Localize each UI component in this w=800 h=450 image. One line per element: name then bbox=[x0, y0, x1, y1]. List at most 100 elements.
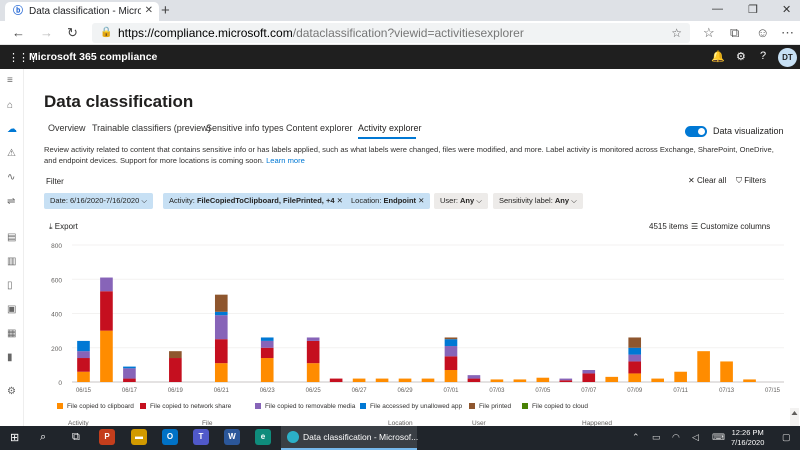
file-explorer-icon[interactable]: ▬ bbox=[131, 429, 147, 445]
notifications-center-icon[interactable]: ▢ bbox=[782, 432, 791, 442]
bar-segment bbox=[100, 291, 113, 331]
settings-icon[interactable]: ⚙ bbox=[736, 51, 746, 63]
close-icon[interactable]: ✕ bbox=[418, 196, 425, 205]
data-classification-icon[interactable]: ☁ bbox=[7, 124, 17, 135]
customize-columns-button[interactable]: ☰ Customize columns bbox=[691, 222, 770, 231]
column-header-user[interactable]: User bbox=[472, 420, 486, 427]
taskbar-clock[interactable]: 12:26 PM 7/16/2020 bbox=[731, 428, 764, 448]
maximize-icon[interactable]: ❐ bbox=[748, 4, 758, 16]
close-icon[interactable]: ✕ bbox=[336, 196, 343, 205]
minimize-icon[interactable]: — bbox=[712, 3, 723, 15]
back-icon[interactable]: ← bbox=[12, 25, 25, 40]
legend-item[interactable]: File copied to clipboard bbox=[57, 403, 134, 410]
file-icon[interactable]: ▯ bbox=[7, 280, 13, 291]
records-icon[interactable]: ▣ bbox=[7, 304, 17, 315]
browser-tab[interactable]: ⓑ Data classification - Microsoft 36 ✕ bbox=[5, 2, 159, 21]
legend-item[interactable]: File accessed by unallowed app bbox=[360, 403, 462, 410]
column-header-location[interactable]: Location bbox=[388, 420, 413, 427]
bar-segment bbox=[444, 339, 458, 347]
bar-segment bbox=[260, 358, 274, 382]
policies-icon[interactable]: ⇌ bbox=[7, 196, 16, 207]
bar-segment bbox=[260, 347, 274, 359]
legend-label: File copied to cloud bbox=[532, 403, 589, 410]
learn-more-link[interactable]: Learn more bbox=[266, 155, 305, 165]
x-tick-label: 06/29 bbox=[398, 388, 414, 394]
page-description: Review activity related to content that … bbox=[44, 145, 779, 166]
tray-chevron-icon[interactable]: ⌃ bbox=[632, 432, 640, 442]
network-icon[interactable]: ▭ bbox=[652, 432, 661, 442]
settings-nav-icon[interactable]: ⚙ bbox=[7, 386, 16, 397]
bar-segment bbox=[214, 315, 228, 340]
forward-icon[interactable]: → bbox=[40, 25, 53, 40]
bar-segment bbox=[100, 330, 113, 382]
close-tab-icon[interactable]: ✕ bbox=[144, 5, 153, 16]
help-icon[interactable]: ? bbox=[760, 50, 767, 62]
bar-segment bbox=[77, 340, 90, 352]
more-icon[interactable]: ⋯ bbox=[781, 25, 794, 40]
profile-icon[interactable]: ☺ bbox=[756, 25, 770, 40]
filters-button[interactable]: ⛉ Filters bbox=[736, 176, 767, 185]
scroll-up-button[interactable] bbox=[790, 408, 799, 426]
refresh-icon[interactable]: ↻ bbox=[67, 25, 78, 40]
notifications-icon[interactable]: 🔔 bbox=[711, 51, 725, 63]
column-header-happened[interactable]: Happened bbox=[582, 420, 612, 427]
outlook-icon[interactable]: O bbox=[162, 429, 178, 445]
column-header-file[interactable]: File bbox=[202, 420, 213, 427]
app-launcher-icon[interactable]: ⋮⋮⋮ bbox=[8, 52, 39, 64]
chip-name: Date bbox=[50, 196, 66, 205]
teams-icon[interactable]: T bbox=[193, 429, 209, 445]
filter-chip-date[interactable]: Date: 6/16/2020-7/16/2020 ⌵ bbox=[44, 193, 154, 209]
export-button[interactable]: ⤓ Export bbox=[49, 222, 78, 232]
avatar[interactable]: DT bbox=[778, 48, 797, 67]
wifi-icon[interactable]: ◠ bbox=[672, 432, 680, 442]
tab-overview[interactable]: Overview bbox=[48, 123, 86, 133]
task-view-icon[interactable]: ⧉ bbox=[72, 431, 80, 443]
filter-chip-user[interactable]: User: Any ⌵ bbox=[434, 193, 488, 209]
document-icon[interactable]: ▤ bbox=[7, 232, 17, 243]
browser-tab-bar: ⓑ Data classification - Microsoft 36 ✕ +… bbox=[0, 0, 800, 21]
bar-segment bbox=[582, 373, 596, 382]
suite-brand[interactable]: Microsoft 365 compliance bbox=[29, 51, 158, 63]
bar-segment bbox=[214, 339, 228, 364]
favorite-star-icon[interactable]: ☆ bbox=[671, 26, 682, 40]
bar-segment bbox=[628, 347, 642, 355]
tab-content-explorer[interactable]: Content explorer bbox=[286, 123, 353, 133]
edge-icon[interactable]: e bbox=[255, 429, 271, 445]
legend-label: File accessed by unallowed app bbox=[370, 403, 463, 410]
favorites-icon[interactable]: ☆ bbox=[703, 25, 715, 40]
search-icon[interactable]: ⌕ bbox=[40, 431, 47, 443]
clear-all-button[interactable]: ✕ Clear all bbox=[688, 176, 727, 185]
tab-trainable-classifiers[interactable]: Trainable classifiers (preview) bbox=[92, 123, 211, 133]
menu-icon[interactable]: ≡ bbox=[7, 75, 13, 86]
catalog-icon[interactable]: ▥ bbox=[7, 256, 17, 267]
legend-item[interactable]: File copied to removable media bbox=[255, 403, 355, 410]
collections-icon[interactable]: ⧉ bbox=[730, 25, 740, 40]
bar-segment bbox=[398, 378, 412, 382]
column-header-activity[interactable]: Activity bbox=[68, 420, 89, 427]
items-count: 4515 items bbox=[649, 222, 689, 231]
filter-chip-activity[interactable]: Activity: FileCopiedToClipboard, FilePri… bbox=[163, 193, 349, 209]
tab-activity-explorer[interactable]: Activity explorer bbox=[358, 123, 422, 133]
compliance-score-icon[interactable]: ▦ bbox=[7, 328, 17, 339]
filter-chip-sensitivity-label[interactable]: Sensitivity label: Any ⌵ bbox=[493, 193, 583, 209]
powerpoint-icon[interactable]: P bbox=[99, 429, 115, 445]
close-window-icon[interactable]: ✕ bbox=[782, 4, 792, 16]
legend-item[interactable]: File printed bbox=[469, 403, 511, 410]
filter-chip-location[interactable]: Location: Endpoint ✕ bbox=[345, 193, 431, 209]
delete-icon[interactable]: ▮ bbox=[7, 352, 13, 363]
legend-item[interactable]: File copied to network share bbox=[140, 403, 231, 410]
taskbar-active-window[interactable]: Data classification - Microsof... bbox=[281, 426, 418, 450]
windows-start-icon[interactable]: ⊞ bbox=[10, 432, 20, 444]
reports-icon[interactable]: ∿ bbox=[7, 172, 16, 183]
keyboard-icon[interactable]: ⌨ bbox=[712, 432, 725, 442]
volume-icon[interactable]: ◁ bbox=[692, 432, 699, 442]
url-field[interactable]: 🔒 https://compliance.microsoft.com/datac… bbox=[92, 23, 690, 43]
legend-item[interactable]: File copied to cloud bbox=[522, 403, 588, 410]
home-icon[interactable]: ⌂ bbox=[7, 100, 14, 111]
new-tab-button[interactable]: + bbox=[161, 2, 170, 19]
alerts-icon[interactable]: ⚠ bbox=[7, 148, 16, 159]
data-visualization-toggle[interactable] bbox=[685, 126, 707, 137]
bar-segment bbox=[123, 378, 136, 382]
tab-sensitive-info-types[interactable]: Sensitive info types bbox=[206, 123, 284, 133]
word-icon[interactable]: W bbox=[224, 429, 240, 445]
